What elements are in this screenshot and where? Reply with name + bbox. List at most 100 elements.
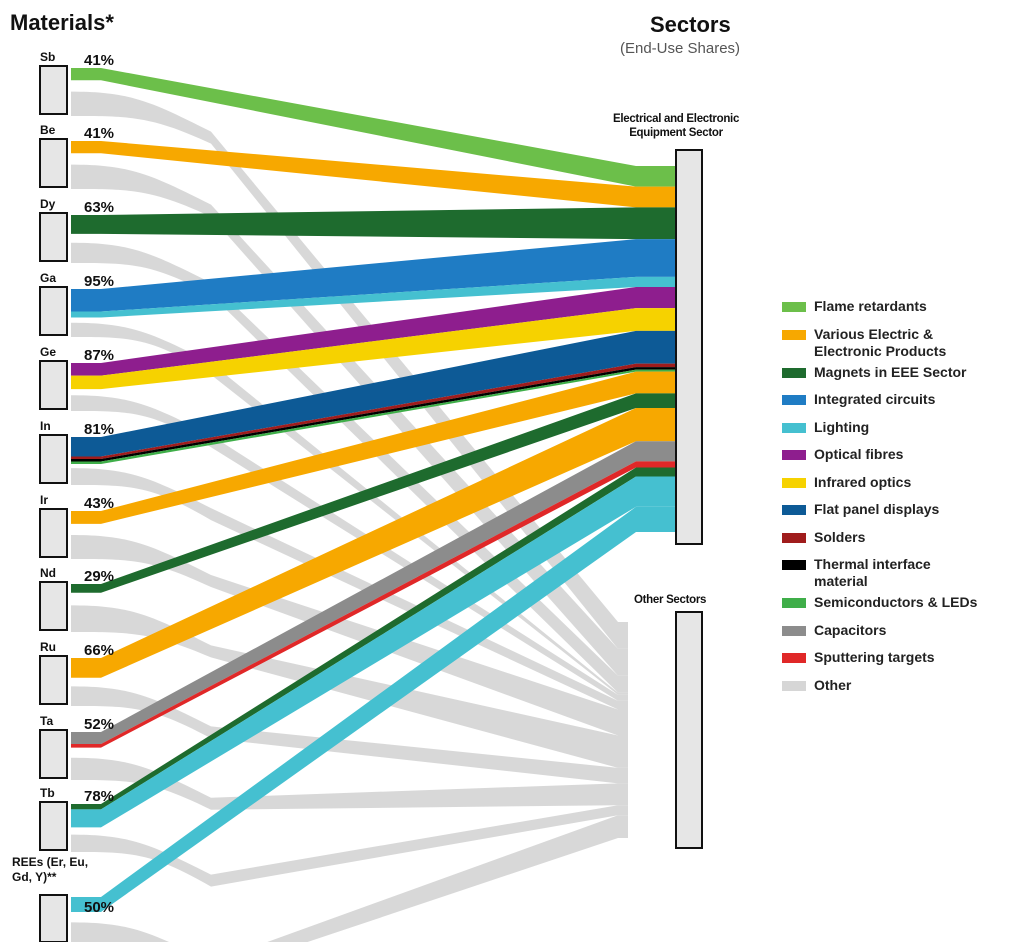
eee-flows [71, 68, 676, 912]
material-symbol: Nd [40, 566, 56, 580]
material-symbol: REEs (Er, Eu, Gd, Y)** [12, 855, 89, 884]
material-symbol: Be [40, 123, 56, 137]
other-flow-nd [71, 605, 628, 768]
other-flow-ta [71, 757, 628, 810]
flow-in-solders [71, 363, 676, 459]
material-symbol: Ta [40, 714, 54, 728]
material-eee-share: 87% [84, 347, 115, 364]
material-eee-share: 95% [84, 273, 115, 290]
other-flow-in [71, 468, 628, 710]
legend-item-magnets-in-eee-sector: Magnets in EEE Sector [782, 364, 1008, 392]
legend-swatch [782, 560, 806, 570]
flow-dy-magnets-in-eee-sector [71, 207, 676, 240]
legend-swatch [782, 395, 806, 405]
flow-ge-infrared-optics [71, 308, 676, 390]
material-eee-share: 52% [84, 716, 115, 733]
other-sectors-label: Other Sectors [634, 594, 707, 606]
legend-swatch [782, 450, 806, 460]
material-eee-share: 43% [84, 495, 115, 512]
flow-in-flat-panel-displays [71, 330, 676, 457]
legend-label: Optical fibres [814, 446, 904, 462]
legend-label: Sputtering targets [814, 649, 935, 665]
legend-item-thermal-interface-material: Thermal interface material [782, 556, 1008, 594]
material-symbol: Ga [40, 271, 57, 285]
material-eee-share: 29% [84, 568, 115, 585]
other-flows [71, 91, 628, 942]
material-box-tb [39, 801, 68, 851]
legend-label: Lighting [814, 418, 870, 435]
legend-swatch [782, 680, 806, 691]
legend-swatch [782, 532, 806, 543]
material-box-in [39, 434, 68, 484]
flow-ta-sputtering-targets [71, 461, 676, 748]
legend-swatch [782, 625, 806, 636]
flow-rees-er-eu-gd-y-lighting [71, 506, 676, 912]
legend-item-various-electric-electronic-products: Various Electric & Electronic Products [782, 326, 1008, 364]
materials-title: Materials* [10, 10, 114, 35]
flow-in-semiconductors-leds [71, 369, 676, 464]
material-symbol: In [40, 419, 51, 433]
legend-swatch [782, 422, 806, 433]
legend-label: Integrated circuits [814, 391, 936, 407]
other-flow-dy [71, 242, 628, 693]
flow-tb-magnets-in-eee-sector [71, 467, 676, 810]
legend-swatch [782, 367, 806, 378]
legend-label: Other [814, 676, 852, 693]
material-symbol: Ir [40, 493, 49, 507]
material-box-dy [39, 212, 68, 262]
material-symbol: Tb [40, 786, 55, 800]
other-sectors-box [675, 611, 703, 849]
legend-swatch [782, 505, 806, 515]
material-eee-share: 66% [84, 642, 115, 659]
sectors-title: Sectors [650, 12, 731, 37]
material-box-be [39, 138, 68, 188]
legend-swatch [782, 329, 806, 340]
material-box-sb [39, 65, 68, 115]
legend-label: Magnets in EEE Sector [814, 363, 967, 380]
legend-item-other: Other [782, 677, 1008, 705]
other-flow-ge [71, 395, 628, 701]
other-flow-rees-er-eu-gd-y [71, 815, 628, 942]
other-flow-tb [71, 805, 628, 887]
material-box-ge [39, 360, 68, 410]
material-symbol: Ge [40, 345, 57, 359]
material-eee-share: 41% [84, 52, 115, 69]
material-eee-share: 81% [84, 421, 115, 438]
material-box-nd [39, 581, 68, 631]
flow-ga-lighting [71, 276, 676, 318]
flow-ge-optical-fibres [71, 286, 676, 376]
material-symbol: Dy [40, 197, 56, 211]
legend-swatch [782, 477, 806, 488]
other-flow-ru [71, 686, 628, 784]
material-symbol: Sb [40, 50, 56, 64]
material-eee-share: 50% [84, 899, 115, 916]
legend-swatch [782, 302, 806, 312]
legend: Flame retardants Various Electric & Elect… [782, 298, 1008, 704]
eee-sector-box [675, 149, 703, 545]
legend-label: Semiconductors & LEDs [814, 594, 978, 610]
eee-sector-label: Electrical and Electronic Equipment Sect… [612, 113, 740, 139]
other-flow-ir [71, 535, 628, 736]
legend-label: Solders [814, 528, 866, 545]
legend-swatch [782, 598, 806, 608]
legend-label: Various Electric & Electronic Products [814, 325, 947, 359]
legend-item-flame-retardants: Flame retardants [782, 298, 1008, 326]
legend-item-flat-panel-displays: Flat panel displays [782, 501, 1008, 529]
material-box-ru [39, 655, 68, 705]
legend-item-sputtering-targets: Sputtering targets [782, 649, 1008, 677]
flow-ir-various-electric-electronic-products [71, 371, 676, 524]
legend-label: Capacitors [814, 621, 887, 638]
material-box-ir [39, 508, 68, 558]
legend-label: Flame retardants [814, 298, 927, 314]
legend-item-solders: Solders [782, 529, 1008, 557]
legend-item-capacitors: Capacitors [782, 622, 1008, 650]
legend-label: Flat panel displays [814, 501, 940, 517]
material-eee-share: 78% [84, 788, 115, 805]
material-eee-share: 41% [84, 125, 115, 142]
legend-item-optical-fibres: Optical fibres [782, 446, 1008, 474]
sectors-subtitle: (End-Use Shares) [620, 40, 741, 57]
flow-in-thermal-interface-material [71, 367, 676, 462]
material-eee-share: 63% [84, 199, 115, 216]
